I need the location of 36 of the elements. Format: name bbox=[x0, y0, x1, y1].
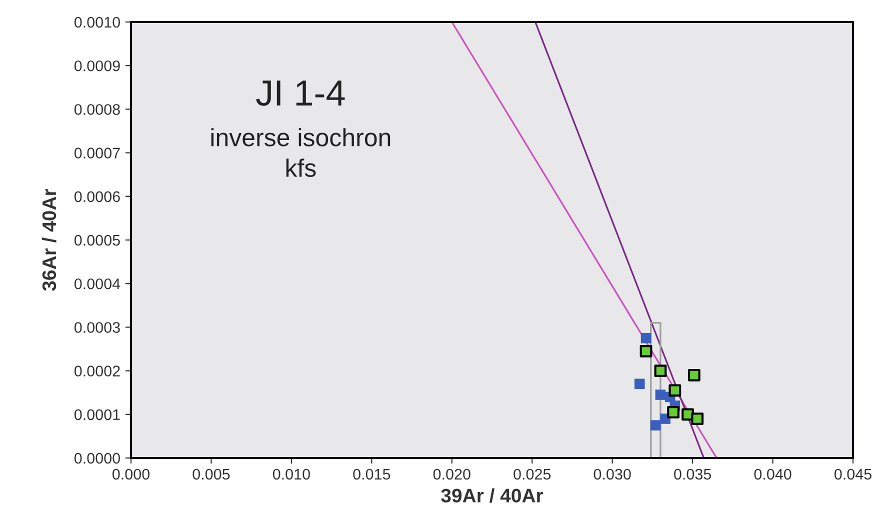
y-tick-label: 0.0000 bbox=[74, 452, 120, 464]
x-tick-label: 0.035 bbox=[674, 468, 712, 480]
x-tick-label: 0.040 bbox=[754, 468, 792, 480]
y-tick-label: 0.0001 bbox=[74, 409, 120, 420]
y-tick-label: 0.0003 bbox=[74, 322, 120, 333]
x-tick-label: 0.025 bbox=[514, 468, 551, 480]
x-tick-label: 0.030 bbox=[594, 468, 631, 480]
point bbox=[688, 368, 700, 382]
y-tick-label: 0.0002 bbox=[74, 366, 120, 376]
point bbox=[634, 378, 645, 390]
x-tick-label: 0.005 bbox=[192, 468, 230, 480]
annotation: kfs bbox=[286, 158, 316, 177]
x-tick-label: 0.045 bbox=[834, 468, 872, 480]
point bbox=[640, 344, 652, 358]
point bbox=[640, 332, 652, 344]
point bbox=[668, 384, 682, 397]
y-tick-label: 0.0009 bbox=[74, 60, 120, 72]
point bbox=[654, 364, 667, 377]
x-tick-label: 0.015 bbox=[353, 468, 390, 480]
y-tick-label: 0.0007 bbox=[74, 148, 120, 158]
x-tick-label: 0.020 bbox=[433, 468, 470, 480]
y-tick-label: 0.0004 bbox=[74, 278, 120, 290]
x-tick-label: 0.010 bbox=[272, 468, 310, 480]
point bbox=[655, 390, 666, 400]
point bbox=[667, 406, 680, 418]
y-tick-label: 0.0010 bbox=[74, 16, 120, 28]
y-tick-label: 0.0005 bbox=[74, 234, 120, 246]
x-axis-title: 39Ar / 40Ar bbox=[441, 488, 544, 503]
annotation: inverse isochron bbox=[211, 128, 390, 146]
point bbox=[650, 420, 661, 430]
y-axis-title: 36Ar / 40Ar bbox=[42, 188, 56, 291]
annotation: JI 1-4 bbox=[256, 80, 345, 106]
point bbox=[691, 412, 704, 425]
y-tick-label: 0.0006 bbox=[74, 191, 120, 202]
x-tick-label: 0.000 bbox=[112, 468, 150, 480]
y-tick-label: 0.0008 bbox=[74, 104, 120, 115]
